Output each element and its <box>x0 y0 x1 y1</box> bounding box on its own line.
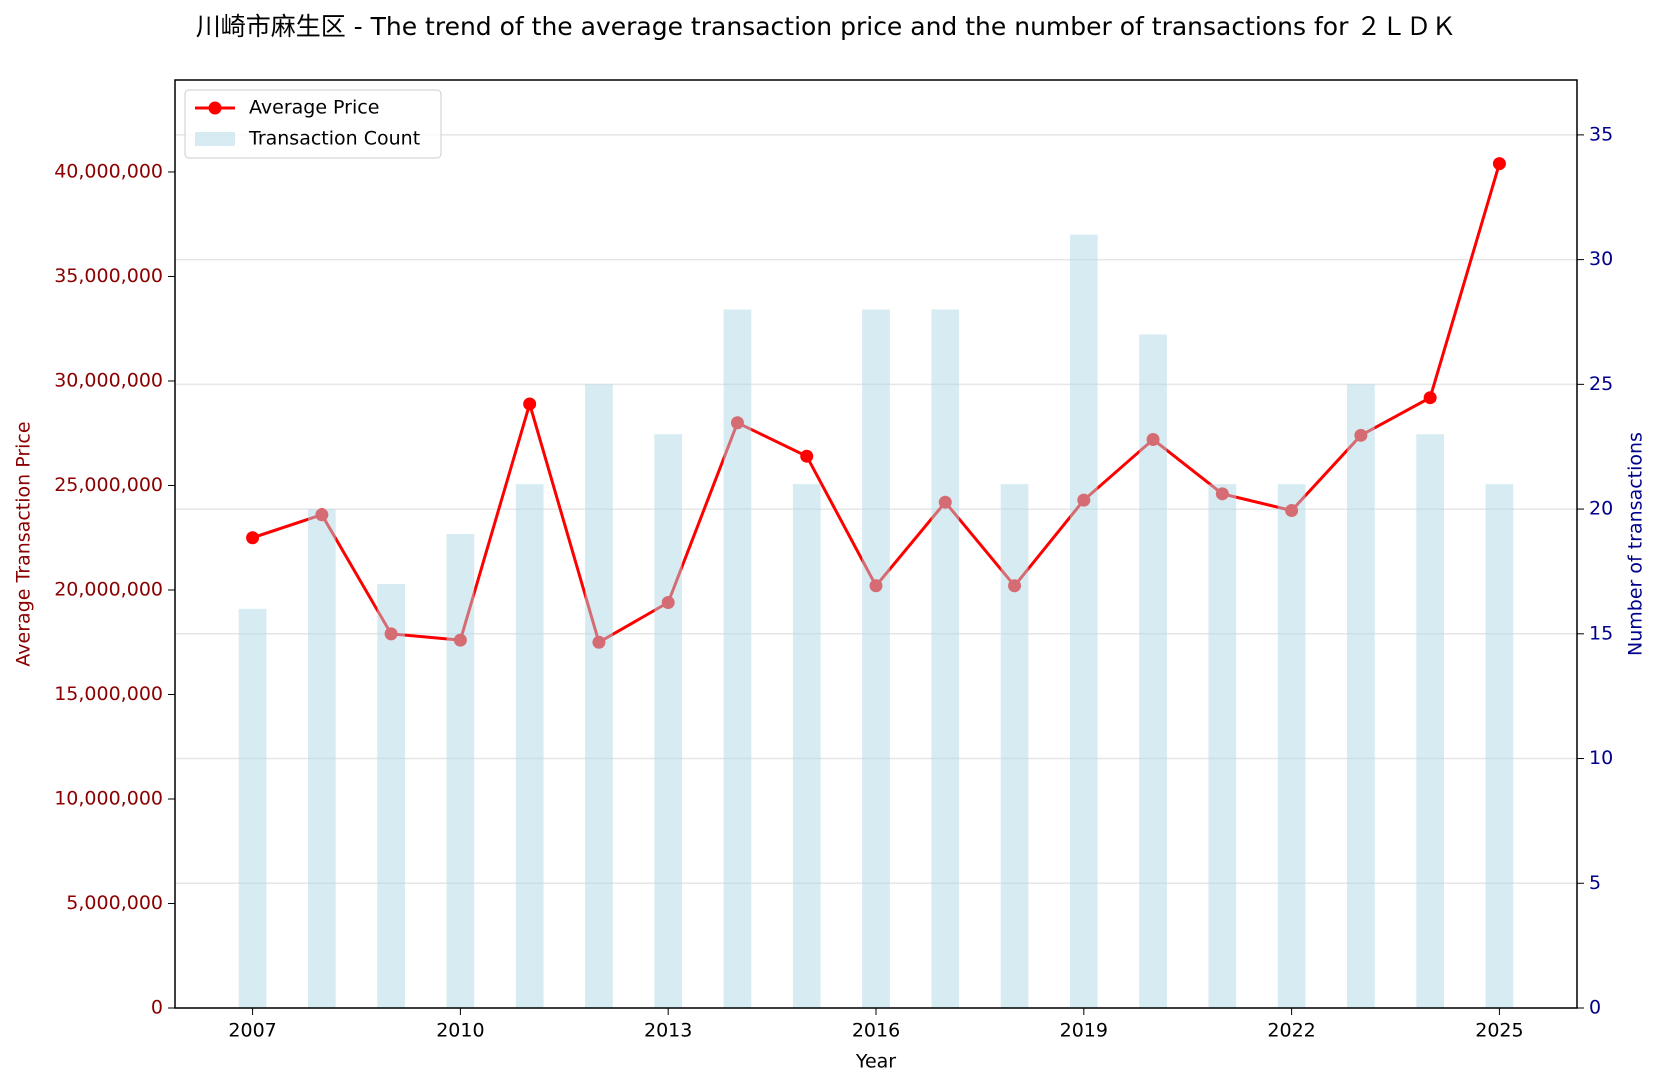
y2-tick-label: 15 <box>1589 622 1613 644</box>
y2-tick-label: 30 <box>1589 248 1613 270</box>
count-bar <box>1000 484 1029 1008</box>
count-bar <box>307 509 336 1008</box>
count-bar <box>723 309 752 1008</box>
y2-tick-label: 10 <box>1589 747 1613 769</box>
x-tick-label: 2019 <box>1060 1020 1108 1042</box>
price-point <box>246 531 260 545</box>
y-tick-label: 10,000,000 <box>54 787 163 809</box>
x-tick-label: 2022 <box>1267 1020 1315 1042</box>
count-bar <box>1208 484 1237 1008</box>
y2-axis-label: Number of transactions <box>1625 432 1647 656</box>
y-tick-label: 25,000,000 <box>54 474 163 496</box>
x-tick-label: 2013 <box>644 1020 692 1042</box>
x-tick-label: 2025 <box>1475 1020 1523 1042</box>
y2-tick-label: 0 <box>1589 997 1601 1019</box>
count-bar <box>1485 484 1514 1008</box>
legend-marker <box>208 101 222 115</box>
y-tick-label: 5,000,000 <box>66 892 163 914</box>
chart-title: 川崎市麻生区 - The trend of the average transa… <box>196 12 1457 41</box>
plot-frame <box>174 79 1578 1009</box>
count-bar <box>792 484 821 1008</box>
count-bar <box>1347 384 1375 1008</box>
y-tick-label: 0 <box>151 997 163 1019</box>
price-point <box>1492 157 1506 171</box>
y-tick-label: 15,000,000 <box>54 683 163 705</box>
count-bar <box>377 583 405 1008</box>
x-tick-label: 2016 <box>852 1020 900 1042</box>
y2-tick-label: 20 <box>1589 498 1613 520</box>
legend-label: Average Price <box>249 97 379 119</box>
count-bar <box>1139 334 1167 1008</box>
x-tick-label: 2007 <box>228 1020 276 1042</box>
count-bar <box>446 534 475 1008</box>
count-bar <box>654 434 683 1008</box>
legend-swatch <box>195 132 235 146</box>
y-tick-label: 30,000,000 <box>54 369 163 391</box>
count-bar <box>862 309 890 1008</box>
count-bar <box>1416 434 1445 1008</box>
y2-tick-label: 35 <box>1589 123 1613 145</box>
price-point <box>1423 391 1437 405</box>
legend-box <box>184 89 442 159</box>
y-tick-label: 35,000,000 <box>54 265 163 287</box>
count-bar <box>1069 234 1098 1008</box>
y-axis-label: Average Transaction Price <box>13 421 35 666</box>
x-axis-label: Year <box>855 1051 896 1073</box>
legend-label: Transaction Count <box>248 128 420 150</box>
count-bar <box>585 384 613 1008</box>
price-point <box>800 449 814 463</box>
y-tick-label: 40,000,000 <box>54 160 163 182</box>
count-bar <box>1277 484 1306 1008</box>
x-tick-label: 2010 <box>436 1020 484 1042</box>
y-tick-label: 20,000,000 <box>54 578 163 600</box>
count-bar <box>515 484 544 1008</box>
y2-tick-label: 25 <box>1589 373 1613 395</box>
count-bar <box>931 309 960 1008</box>
count-bar <box>238 608 267 1008</box>
y2-tick-label: 5 <box>1589 872 1601 894</box>
price-point <box>523 397 537 411</box>
